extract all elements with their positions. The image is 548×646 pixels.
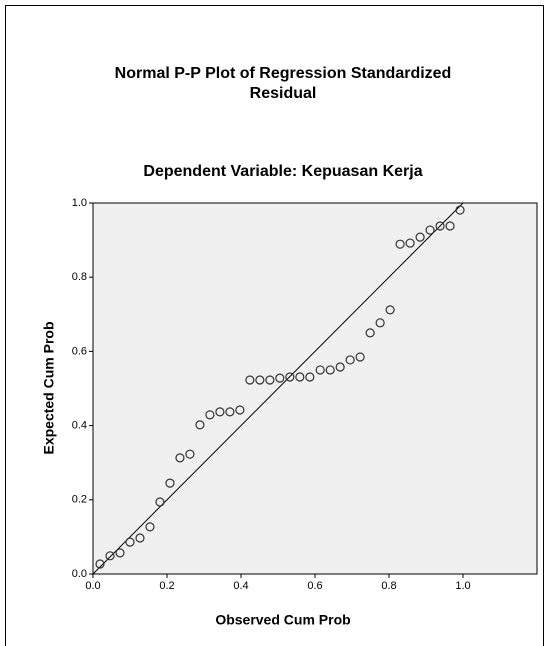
point bbox=[125, 537, 135, 547]
point bbox=[265, 375, 275, 385]
y-tick-label: 0.6 bbox=[72, 345, 87, 357]
point bbox=[275, 373, 285, 383]
point bbox=[435, 221, 445, 231]
point bbox=[255, 375, 265, 385]
point bbox=[105, 551, 115, 561]
point bbox=[185, 449, 195, 459]
y-tick-label: 0.2 bbox=[72, 494, 87, 506]
point bbox=[245, 375, 255, 385]
point bbox=[285, 372, 295, 382]
point bbox=[455, 205, 465, 215]
x-tick-label: 0.0 bbox=[85, 580, 100, 592]
point bbox=[175, 453, 185, 463]
point bbox=[375, 318, 385, 328]
point bbox=[335, 362, 345, 372]
point bbox=[365, 328, 375, 338]
point bbox=[305, 372, 315, 382]
frame bbox=[5, 5, 544, 646]
point bbox=[345, 355, 355, 365]
point bbox=[325, 365, 335, 375]
x-tick-label: 1.0 bbox=[455, 580, 470, 592]
y-tick-label: 0.0 bbox=[72, 568, 87, 580]
y-tick-label: 0.8 bbox=[72, 271, 87, 283]
point bbox=[205, 410, 215, 420]
x-tick-label: 0.4 bbox=[233, 580, 248, 592]
point bbox=[355, 352, 365, 362]
point bbox=[235, 405, 245, 415]
x-tick-label: 0.8 bbox=[381, 580, 396, 592]
point bbox=[295, 372, 305, 382]
y-tick-label: 1.0 bbox=[72, 197, 87, 209]
point bbox=[445, 221, 455, 231]
point bbox=[425, 225, 435, 235]
point bbox=[215, 407, 225, 417]
reference-line bbox=[93, 203, 464, 574]
point bbox=[155, 497, 165, 507]
x-axis-label: Observed Cum Prob bbox=[215, 612, 350, 628]
point bbox=[395, 239, 405, 249]
point bbox=[95, 559, 105, 569]
chart-title: Normal P-P Plot of Regression Standardiz… bbox=[114, 65, 452, 102]
x-tick-label: 0.2 bbox=[159, 580, 174, 592]
point bbox=[225, 407, 235, 417]
y-tick-label: 0.4 bbox=[72, 420, 87, 432]
point bbox=[415, 232, 425, 242]
point bbox=[405, 238, 415, 248]
point bbox=[165, 478, 175, 488]
point bbox=[115, 548, 125, 558]
x-tick-label: 0.6 bbox=[307, 580, 322, 592]
chart-subtitle: Dependent Variable: Kepuasan Kerja bbox=[143, 163, 423, 180]
point bbox=[315, 365, 325, 375]
y-axis-label: Expected Cum Prob bbox=[41, 321, 57, 454]
point bbox=[135, 533, 145, 543]
plot-area bbox=[92, 202, 538, 575]
point bbox=[385, 305, 395, 315]
point bbox=[145, 522, 155, 532]
point bbox=[195, 420, 205, 430]
